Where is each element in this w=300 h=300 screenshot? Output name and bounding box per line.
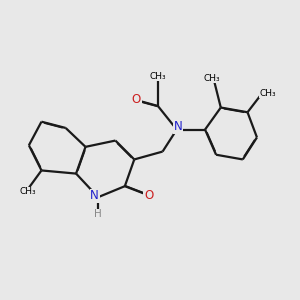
Text: H: H <box>94 209 102 220</box>
Text: N: N <box>174 120 182 133</box>
Text: CH₃: CH₃ <box>203 74 220 82</box>
Text: CH₃: CH₃ <box>259 89 276 98</box>
Text: O: O <box>144 189 153 202</box>
Text: CH₃: CH₃ <box>150 72 166 81</box>
Text: CH₃: CH₃ <box>19 188 36 196</box>
Text: O: O <box>132 93 141 106</box>
Text: N: N <box>90 189 99 202</box>
